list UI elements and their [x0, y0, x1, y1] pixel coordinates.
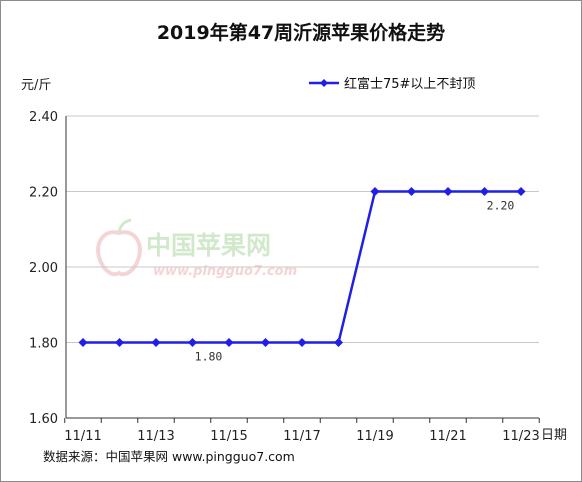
data-point-11-14 — [188, 338, 197, 347]
data-point-11-18 — [334, 338, 343, 347]
data-point-11-16 — [261, 338, 270, 347]
legend-label: 红富士75#以上不封顶 — [344, 76, 475, 92]
series-layer — [78, 187, 526, 347]
data-point-11-20 — [407, 187, 416, 196]
x-tick-label-11-23: 11/23 — [502, 429, 539, 444]
chart-title: 2019年第47周沂源苹果价格走势 — [157, 21, 445, 44]
x-tick-label-11-11: 11/11 — [64, 429, 101, 444]
legend-marker — [320, 79, 328, 87]
y-tick-labels: 1.60 1.80 2.00 2.20 2.40 — [29, 110, 58, 427]
data-label-11-22: 2.20 — [487, 199, 515, 213]
data-point-11-17 — [297, 338, 307, 347]
source-note: 数据来源：中国苹果网 www.pingguo7.com — [43, 449, 295, 464]
x-tick-labels: 11/11 11/13 11/15 11/17 11/19 11/21 11/23 — [64, 429, 539, 444]
data-point-11-19 — [370, 187, 380, 196]
data-point-11-12 — [115, 338, 124, 347]
data-point-11-22 — [480, 187, 489, 196]
data-point-11-15 — [224, 338, 234, 347]
x-tick-label-11-21: 11/21 — [429, 429, 466, 444]
x-tick-label-11-17: 11/17 — [283, 429, 320, 444]
y-axis-label: 元/斤 — [21, 78, 51, 93]
x-tick-label-11-13: 11/13 — [137, 429, 174, 444]
y-tick-label-1.60: 1.60 — [29, 412, 58, 427]
watermark-en: www.pingguo7.com — [153, 264, 297, 279]
data-label-11-14: 1.80 — [195, 350, 223, 364]
x-tick-label-11-15: 11/15 — [210, 429, 247, 444]
x-axis-label: 日期 — [541, 428, 567, 443]
grid-lines — [66, 115, 539, 343]
y-tick-label-2.40: 2.40 — [29, 110, 58, 125]
data-point-11-13 — [151, 338, 161, 347]
data-point-11-11 — [78, 338, 88, 347]
y-tick-label-1.80: 1.80 — [29, 337, 58, 352]
data-point-11-23 — [516, 187, 526, 196]
apple-logo-icon — [96, 218, 142, 277]
legend: 红富士75#以上不封顶 — [309, 76, 475, 92]
annotation-layer: 1.80 2.20 — [195, 199, 515, 364]
watermark-cn: 中国苹果网 — [146, 231, 271, 260]
y-tick-label-2.00: 2.00 — [29, 261, 58, 276]
x-tick-label-11-19: 11/19 — [356, 429, 393, 444]
y-tick-label-2.20: 2.20 — [29, 186, 58, 201]
watermark: 中国苹果网 www.pingguo7.com — [96, 218, 297, 279]
data-point-11-21 — [443, 187, 453, 196]
axes — [64, 116, 540, 423]
